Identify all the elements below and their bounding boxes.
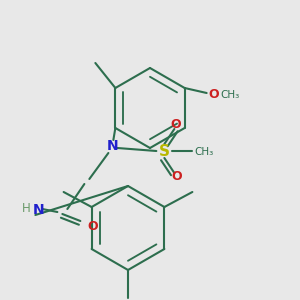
Text: S: S <box>159 143 170 158</box>
Text: O: O <box>208 88 219 100</box>
Text: H: H <box>22 202 30 215</box>
Text: O: O <box>170 118 181 131</box>
Text: CH₃: CH₃ <box>194 147 214 157</box>
Text: O: O <box>171 170 182 184</box>
Text: CH₃: CH₃ <box>220 90 240 100</box>
Text: N: N <box>106 139 118 153</box>
Text: O: O <box>87 220 98 232</box>
Text: N: N <box>32 203 44 217</box>
